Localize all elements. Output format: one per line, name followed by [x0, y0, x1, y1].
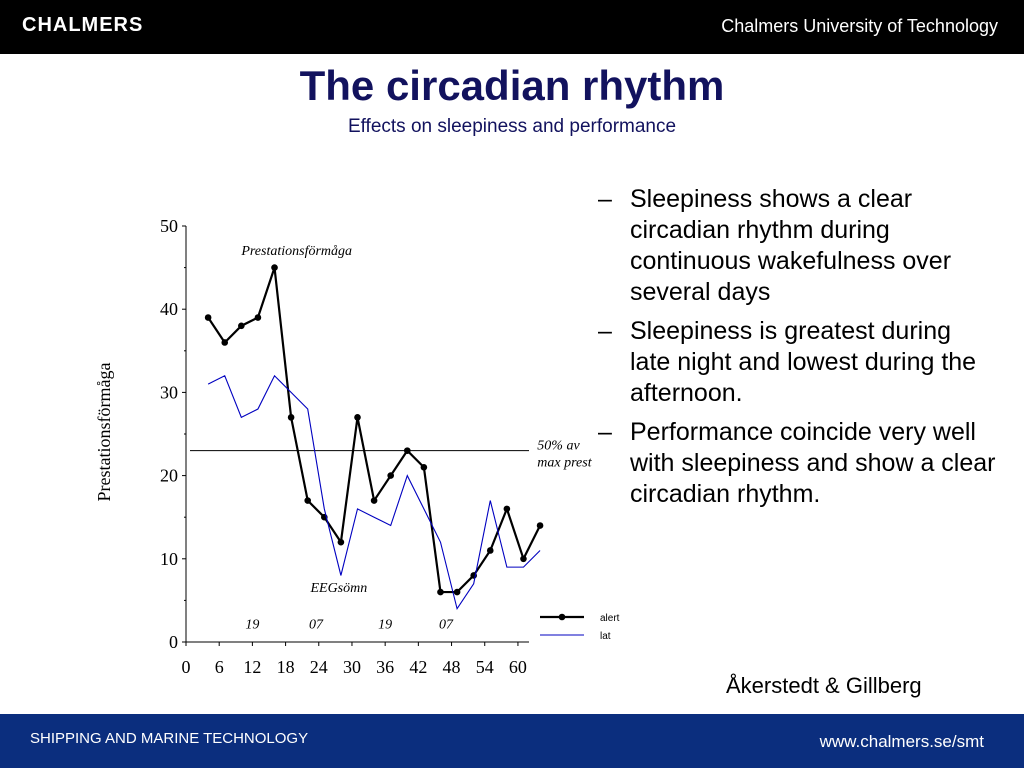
website-link[interactable]: www.chalmers.se/smt: [819, 732, 984, 751]
data-point-alert: [304, 497, 312, 504]
circadian-chart: 0 10 20 30 40 50 0 6 12 18 24 30 36 42 48 54 60 Prestatio…: [94, 216, 620, 677]
x-tick-label: 12: [243, 657, 261, 677]
x-tick-label: 36: [376, 657, 394, 677]
performance-label: Prestationsförmåga: [240, 244, 352, 259]
footer-bar: SHIPPING AND MARINE TECHNOLOGY www.chalm…: [0, 714, 1024, 768]
clock-time-label: 07: [309, 618, 324, 633]
threshold-label: max prest: [537, 456, 592, 471]
x-tick-label: 48: [443, 657, 461, 677]
data-point-alert: [520, 555, 527, 563]
data-point-alert: [254, 314, 262, 321]
data-point-alert: [337, 538, 345, 546]
bullet-item: – Sleepiness is greatest during late nigh…: [598, 317, 977, 407]
data-point-alert: [370, 497, 378, 504]
legend-marker-alert: [558, 613, 566, 621]
legend-label-alert: alert: [600, 613, 620, 624]
data-point-alert: [420, 463, 428, 471]
data-point-alert: [536, 522, 544, 529]
y-tick-label: 0: [169, 632, 178, 652]
x-tick-label: 30: [343, 657, 361, 677]
university-name: Chalmers University of Technology: [721, 16, 998, 36]
eeg-sleep-label: EEGsömn: [309, 581, 367, 596]
chalmers-logo: CHALMERS: [22, 14, 144, 36]
citation: Åkerstedt & Gillberg: [726, 673, 922, 698]
y-tick-label: 30: [160, 382, 178, 402]
data-point-alert: [486, 547, 494, 554]
data-point-alert: [354, 414, 361, 421]
y-tick-label: 10: [160, 549, 178, 569]
clock-time-label: 19: [245, 618, 259, 633]
y-tick-label: 50: [160, 216, 178, 236]
x-tick-label: 42: [409, 657, 427, 677]
header-bar: CHALMERS Chalmers University of Technolo…: [0, 0, 1024, 54]
data-point-alert: [503, 505, 511, 513]
y-tick-label: 20: [160, 466, 178, 486]
data-point-alert: [437, 588, 444, 596]
slide-title: The circadian rhythm: [299, 62, 725, 109]
clock-time-label: 19: [378, 618, 392, 633]
y-axis-label: Prestationsförmåga: [94, 363, 114, 502]
y-tick-label: 40: [160, 299, 178, 319]
bullet-list: – Sleepiness shows a clear circadian rhyt…: [598, 184, 998, 518]
clock-time-label: 07: [439, 618, 454, 633]
data-point-alert: [271, 264, 278, 271]
data-point-alert: [221, 339, 229, 346]
data-point-alert: [453, 588, 461, 596]
legend-label-lat: lat: [600, 631, 611, 642]
department-name: SHIPPING AND MARINE TECHNOLOGY: [30, 730, 309, 747]
bullet-item: – Performance coincide very well with sle…: [598, 418, 996, 508]
x-tick-label: 0: [182, 657, 191, 677]
bullet-item: – Sleepiness shows a clear circadian rhyt…: [598, 185, 952, 306]
series-line-lat: [207, 374, 541, 611]
data-point-alert: [403, 447, 411, 454]
slide-subtitle: Effects on sleepiness and performance: [347, 116, 677, 137]
x-tick-label: 18: [277, 657, 295, 677]
data-point-alert: [387, 472, 394, 479]
x-tick-label: 54: [476, 657, 494, 677]
x-tick-label: 24: [310, 657, 328, 677]
data-point-alert: [238, 322, 245, 330]
data-point-alert: [287, 414, 295, 421]
x-tick-label: 6: [215, 657, 224, 677]
x-tick-label: 60: [509, 657, 527, 677]
threshold-label: 50% av: [537, 439, 580, 454]
data-point-alert: [204, 314, 212, 321]
